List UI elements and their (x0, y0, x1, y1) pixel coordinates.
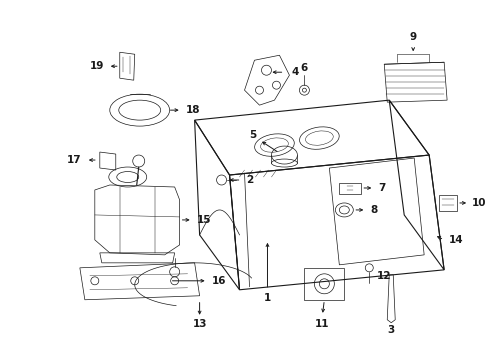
Text: 1: 1 (264, 293, 270, 303)
Text: 8: 8 (369, 205, 377, 215)
Text: 13: 13 (192, 319, 206, 329)
Text: 18: 18 (185, 105, 200, 115)
Text: 4: 4 (291, 67, 298, 77)
Text: 5: 5 (249, 130, 256, 140)
Text: 3: 3 (387, 325, 394, 335)
Text: 19: 19 (89, 61, 103, 71)
Text: 10: 10 (471, 198, 486, 208)
Text: 6: 6 (300, 63, 307, 73)
Text: 2: 2 (246, 175, 253, 185)
Text: 15: 15 (196, 215, 211, 225)
Text: 17: 17 (67, 155, 81, 165)
Text: 16: 16 (211, 276, 225, 286)
Text: 14: 14 (448, 235, 463, 245)
Text: 7: 7 (378, 183, 385, 193)
Text: 12: 12 (376, 271, 391, 281)
Text: 11: 11 (314, 319, 329, 329)
Text: 9: 9 (409, 32, 416, 42)
